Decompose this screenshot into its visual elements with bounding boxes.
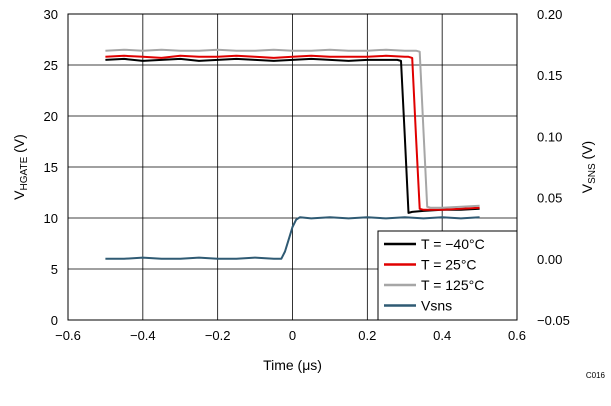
- left-axis-title-main: V: [11, 190, 27, 200]
- series-line: [105, 57, 480, 214]
- legend-label: T = −40°C: [421, 236, 485, 252]
- x-tick-label: −0.2: [205, 328, 231, 343]
- x-tick-label: 0.2: [358, 328, 376, 343]
- x-axis-title: Time (μs): [263, 357, 322, 373]
- legend: T = −40°C T = 25°C T = 125°C Vsns: [377, 230, 518, 321]
- left-tick-label: 10: [44, 211, 58, 226]
- left-tick-label: 15: [44, 160, 58, 175]
- series-lines: [105, 48, 480, 260]
- legend-label: Vsns: [421, 298, 452, 314]
- plot-frame: [67, 13, 518, 321]
- right-tick-label: 0.20: [537, 7, 562, 22]
- right-tick-label: 0.15: [537, 68, 562, 83]
- left-axis-title-unit: (V): [11, 134, 27, 157]
- right-tick-label: 0.05: [537, 191, 562, 206]
- x-tick-label: 0.4: [433, 328, 451, 343]
- series-line: [105, 216, 480, 260]
- left-axis-ticks: 0 5 10 15 20 25 30: [44, 7, 58, 328]
- figure-code: C016: [586, 371, 606, 380]
- right-axis-title-unit: (V): [579, 141, 595, 164]
- right-tick-label: 0.00: [537, 252, 562, 267]
- right-axis-title-main: V: [579, 183, 595, 193]
- legend-label: T = 25°C: [421, 257, 477, 273]
- left-tick-label: 30: [44, 7, 58, 22]
- x-tick-label: −0.6: [55, 328, 81, 343]
- x-tick-label: 0.6: [508, 328, 526, 343]
- right-tick-label: 0.10: [537, 129, 562, 144]
- series-line: [105, 54, 480, 211]
- right-axis-title: VSNS (V): [579, 141, 598, 193]
- right-axis-ticks: −0.05 0.00 0.05 0.10 0.15 0.20: [537, 7, 570, 328]
- left-tick-label: 25: [44, 58, 58, 73]
- x-tick-label: 0: [289, 328, 296, 343]
- right-axis-title-sub: SNS: [587, 163, 598, 184]
- left-tick-label: 5: [51, 262, 58, 277]
- series-line: [105, 48, 480, 209]
- x-tick-label: −0.4: [130, 328, 156, 343]
- right-tick-label: −0.05: [537, 313, 570, 328]
- left-tick-label: 0: [51, 313, 58, 328]
- x-axis-ticks: −0.6 −0.4 −0.2 0 0.2 0.4 0.6: [55, 328, 526, 343]
- left-tick-label: 20: [44, 109, 58, 124]
- left-axis-title-sub: HGATE: [19, 156, 30, 190]
- left-axis-title: VHGATE (V): [11, 134, 30, 200]
- legend-label: T = 125°C: [421, 277, 484, 293]
